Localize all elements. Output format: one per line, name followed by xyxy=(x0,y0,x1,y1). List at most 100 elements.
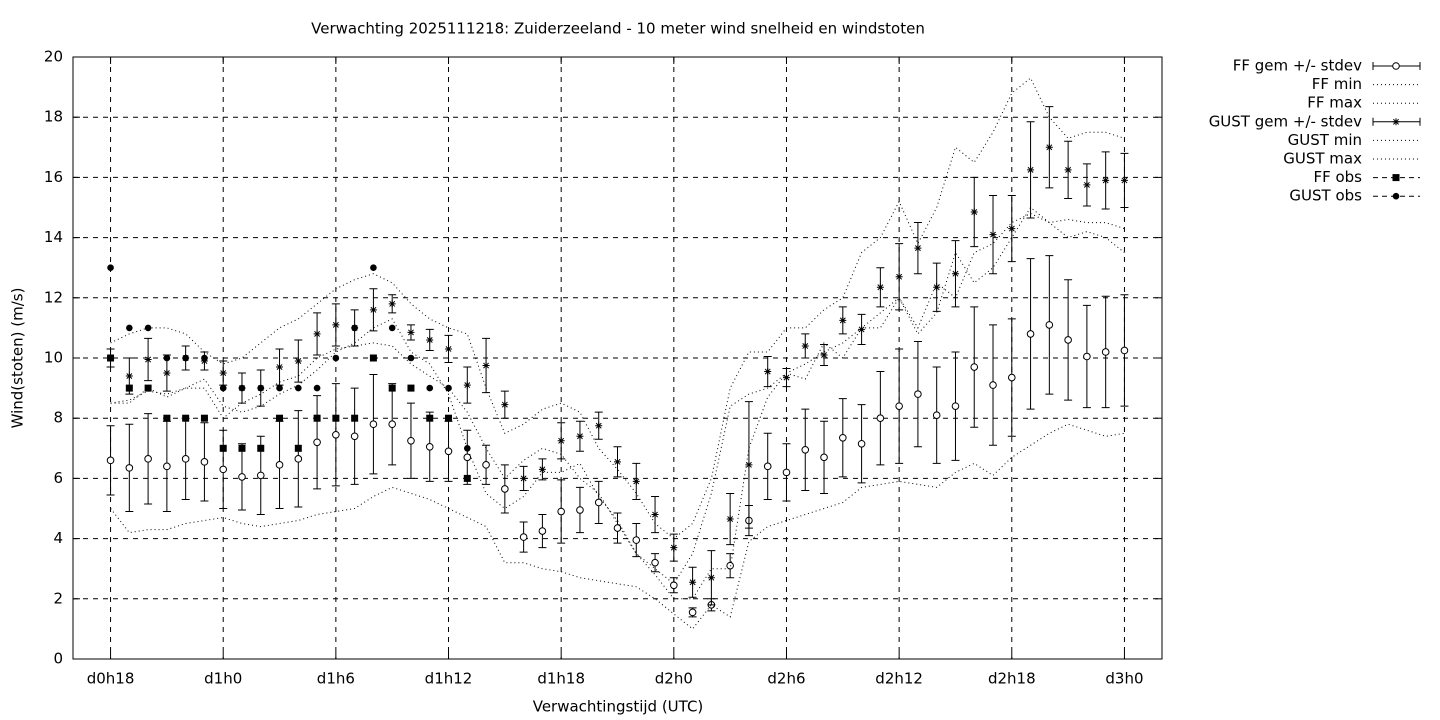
marker-dot xyxy=(313,384,321,392)
marker-circle xyxy=(895,402,903,410)
y-tick-label: 16 xyxy=(44,168,63,186)
y-tick-label: 18 xyxy=(44,108,63,126)
marker-square xyxy=(445,414,453,422)
legend-label: FF max xyxy=(1307,94,1362,112)
marker-asterisk xyxy=(332,321,340,329)
y-tick-label: 0 xyxy=(53,650,63,668)
marker-circle xyxy=(557,507,565,516)
marker-circle xyxy=(144,455,152,463)
legend-marker xyxy=(1392,118,1400,126)
legend-label: GUST obs xyxy=(1289,187,1362,205)
marker-dot xyxy=(163,354,171,362)
y-tick-label: 6 xyxy=(53,469,63,487)
marker-asterisk xyxy=(144,356,152,364)
marker-asterisk xyxy=(726,515,734,523)
marker-asterisk xyxy=(482,362,490,370)
marker-dot xyxy=(332,354,340,362)
y-tick-label: 20 xyxy=(44,48,63,66)
marker-asterisk xyxy=(520,474,528,482)
y-tick-label: 8 xyxy=(53,409,63,427)
marker-dot xyxy=(107,264,114,272)
marker-circle xyxy=(670,581,678,590)
marker-asterisk xyxy=(1120,176,1128,184)
marker-square xyxy=(369,354,377,362)
marker-dot xyxy=(463,445,471,452)
marker-circle xyxy=(106,456,115,465)
marker-asterisk xyxy=(782,374,790,382)
marker-asterisk xyxy=(369,306,377,314)
marker-circle xyxy=(425,442,434,451)
marker-circle xyxy=(1064,336,1072,344)
marker-asterisk xyxy=(313,330,321,338)
marker-circle xyxy=(876,414,885,423)
marker-circle xyxy=(463,453,472,462)
legend-label: FF min xyxy=(1312,75,1362,93)
legend-marker xyxy=(1392,62,1400,70)
chart-title: Verwachting 2025111218: Zuiderzeeland - … xyxy=(311,20,925,38)
x-tick-label: d3h0 xyxy=(1105,670,1143,688)
marker-asterisk xyxy=(125,372,133,380)
x-tick-label: d2h18 xyxy=(988,670,1036,688)
marker-square xyxy=(163,414,171,422)
y-tick-label: 2 xyxy=(53,589,63,607)
marker-asterisk xyxy=(1064,166,1072,174)
marker-dot xyxy=(370,264,377,272)
marker-circle xyxy=(576,506,584,514)
marker-asterisk xyxy=(764,368,772,376)
marker-circle xyxy=(350,432,359,441)
marker-dot xyxy=(182,354,189,362)
legend-label: FF gem +/- stdev xyxy=(1233,57,1362,75)
marker-dot xyxy=(126,324,133,332)
marker-circle xyxy=(388,420,396,429)
marker-circle xyxy=(989,381,997,389)
marker-asterisk xyxy=(294,357,302,365)
legend-label: GUST gem +/- stdev xyxy=(1209,112,1362,130)
marker-dot xyxy=(388,324,396,332)
x-tick-label: d1h6 xyxy=(317,670,355,688)
marker-circle xyxy=(726,561,734,570)
y-tick-label: 10 xyxy=(44,349,63,367)
marker-circle xyxy=(632,536,641,544)
marker-square xyxy=(182,414,190,422)
marker-circle xyxy=(369,420,378,429)
y-axis-label: Wind(stoten) (m/s) xyxy=(9,288,27,429)
marker-asterisk xyxy=(426,336,434,344)
marker-asterisk xyxy=(670,544,678,552)
marker-square xyxy=(388,384,396,392)
x-tick-label: d2h0 xyxy=(655,670,693,688)
marker-asterisk xyxy=(651,511,659,519)
marker-square xyxy=(426,414,434,422)
marker-square xyxy=(276,414,284,422)
marker-circle xyxy=(820,453,828,462)
marker-square xyxy=(351,414,359,422)
marker-circle xyxy=(163,462,171,471)
marker-dot xyxy=(144,324,152,332)
series-line xyxy=(110,423,1125,630)
marker-asterisk xyxy=(1102,176,1110,184)
x-tick-label: d2h6 xyxy=(767,670,805,688)
x-tick-label: d1h18 xyxy=(537,670,585,688)
marker-asterisk xyxy=(876,283,884,291)
marker-asterisk xyxy=(501,401,509,409)
marker-square xyxy=(407,384,415,392)
marker-circle xyxy=(181,455,190,463)
marker-circle xyxy=(1007,373,1016,382)
marker-square xyxy=(200,414,208,422)
marker-circle xyxy=(482,461,490,469)
marker-dot xyxy=(445,384,452,392)
marker-asterisk xyxy=(1045,143,1053,151)
marker-dot xyxy=(257,384,265,392)
marker-asterisk xyxy=(388,300,396,308)
marker-circle xyxy=(1045,321,1054,329)
marker-circle xyxy=(594,498,603,507)
marker-circle xyxy=(332,430,340,439)
x-tick-label: d1h0 xyxy=(204,670,242,688)
marker-asterisk xyxy=(463,381,471,389)
marker-asterisk xyxy=(933,283,941,291)
x-tick-label: d1h12 xyxy=(425,670,473,688)
marker-asterisk xyxy=(595,422,603,430)
marker-asterisk xyxy=(632,477,640,485)
x-tick-label: d0h18 xyxy=(87,670,135,688)
legend-label: GUST max xyxy=(1283,150,1362,168)
